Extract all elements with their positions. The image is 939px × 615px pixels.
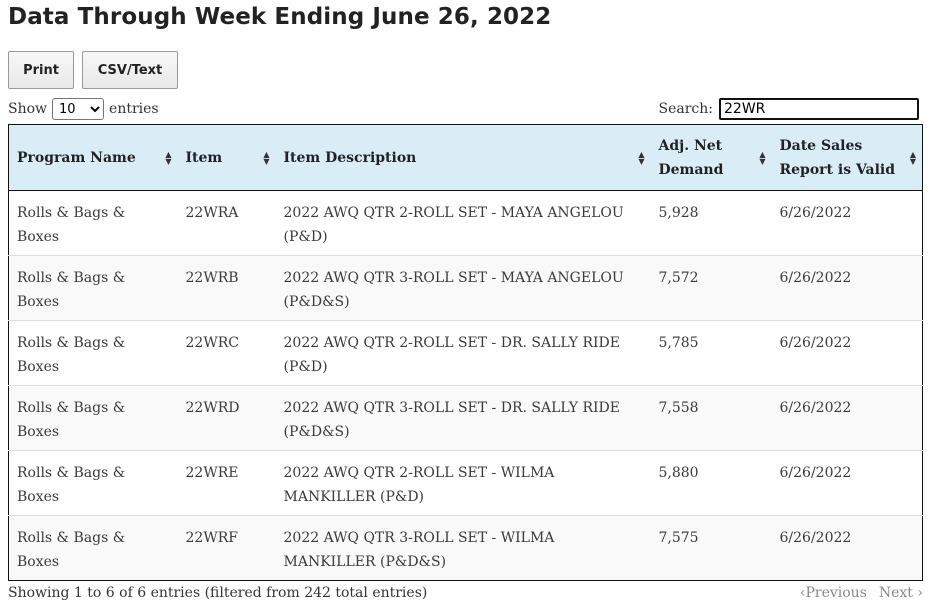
cell-item: 22WRC [185,335,239,351]
print-button[interactable]: Print [8,51,74,89]
entries-per-page-select[interactable]: 10 [52,98,105,120]
cell-program-name: Rolls & Bags & Boxes [17,465,126,505]
cell-date-valid: 6/26/2022 [779,335,852,351]
column-header-item-description[interactable]: Item Description ▲ ▼ [275,124,651,191]
sort-icon: ▲ ▼ [909,148,916,166]
search-control: Search: [658,98,919,120]
column-header-item[interactable]: Item ▲ ▼ [177,124,276,191]
cell-item: 22WRA [185,205,239,221]
cell-date-valid: 6/26/2022 [779,270,852,286]
cell-item-description: 2022 AWQ QTR 3-ROLL SET - MAYA ANGELOU (P… [283,270,624,310]
data-table: Program Name ▲ ▼ Item ▲ ▼ Item Description… [8,124,923,581]
column-header-date-sales-report-valid[interactable]: Date Sales Report is Valid ▲ ▼ [771,124,923,191]
cell-date-valid: 6/26/2022 [779,400,852,416]
show-label: Show [8,101,48,117]
cell-item-description: 2022 AWQ QTR 2-ROLL SET - WILMA MANKILLER… [283,465,555,505]
table-row: Rolls & Bags & Boxes 22WRB 2022 AWQ QTR … [8,255,923,321]
table-row: Rolls & Bags & Boxes 22WRC 2022 AWQ QTR … [8,320,923,386]
page-title: Data Through Week Ending June 26, 2022 [8,4,552,30]
cell-item: 22WRF [185,530,238,546]
table-header-row: Program Name ▲ ▼ Item ▲ ▼ Item Description… [8,124,923,191]
cell-program-name: Rolls & Bags & Boxes [17,205,126,245]
cell-adj-net-demand: 5,785 [658,335,699,351]
previous-button[interactable]: ‹Previous [799,585,867,601]
cell-program-name: Rolls & Bags & Boxes [17,400,126,440]
cell-item: 22WRE [185,465,239,481]
cell-program-name: Rolls & Bags & Boxes [17,270,126,310]
table-info: Showing 1 to 6 of 6 entries (filtered fr… [8,585,428,601]
next-button[interactable]: Next › [878,585,923,601]
cell-adj-net-demand: 7,575 [658,530,699,546]
search-input[interactable] [719,98,919,120]
table-row: Rolls & Bags & Boxes 22WRE 2022 AWQ QTR … [8,450,923,516]
csv-text-button[interactable]: CSV/Text [82,51,178,89]
cell-adj-net-demand: 5,928 [658,205,699,221]
column-header-adj-net-demand[interactable]: Adj. Net Demand ▲ ▼ [650,124,772,191]
cell-date-valid: 6/26/2022 [779,465,852,481]
sort-icon: ▲ ▼ [759,148,766,166]
entries-length-control: Show 10 entries [8,98,159,120]
cell-program-name: Rolls & Bags & Boxes [17,335,126,375]
cell-date-valid: 6/26/2022 [779,530,852,546]
sort-icon: ▲ ▼ [263,148,270,166]
cell-item-description: 2022 AWQ QTR 2-ROLL SET - MAYA ANGELOU (P… [283,205,624,245]
table-row: Rolls & Bags & Boxes 22WRA 2022 AWQ QTR … [9,191,923,256]
table-row: Rolls & Bags & Boxes 22WRF 2022 AWQ QTR … [8,515,923,581]
sort-icon: ▲ ▼ [165,148,172,166]
cell-item-description: 2022 AWQ QTR 3-ROLL SET - WILMA MANKILLER… [283,530,555,570]
chevron-right-icon: › [917,585,923,601]
cell-adj-net-demand: 7,558 [658,400,699,416]
cell-item-description: 2022 AWQ QTR 3-ROLL SET - DR. SALLY RIDE… [283,400,621,440]
pagination: ‹Previous Next › [800,585,923,601]
entries-label: entries [109,101,159,117]
cell-adj-net-demand: 7,572 [658,270,699,286]
cell-item: 22WRD [185,400,240,416]
cell-date-valid: 6/26/2022 [779,205,852,221]
chevron-left-icon: ‹ [799,585,806,601]
column-header-program-name[interactable]: Program Name ▲ ▼ [8,124,178,191]
sort-icon: ▲ ▼ [638,148,645,166]
cell-program-name: Rolls & Bags & Boxes [17,530,126,570]
cell-item: 22WRB [185,270,239,286]
table-row: Rolls & Bags & Boxes 22WRD 2022 AWQ QTR … [8,385,923,451]
cell-adj-net-demand: 5,880 [658,465,699,481]
cell-item-description: 2022 AWQ QTR 2-ROLL SET - DR. SALLY RIDE… [283,335,621,375]
search-label: Search: [658,101,714,117]
